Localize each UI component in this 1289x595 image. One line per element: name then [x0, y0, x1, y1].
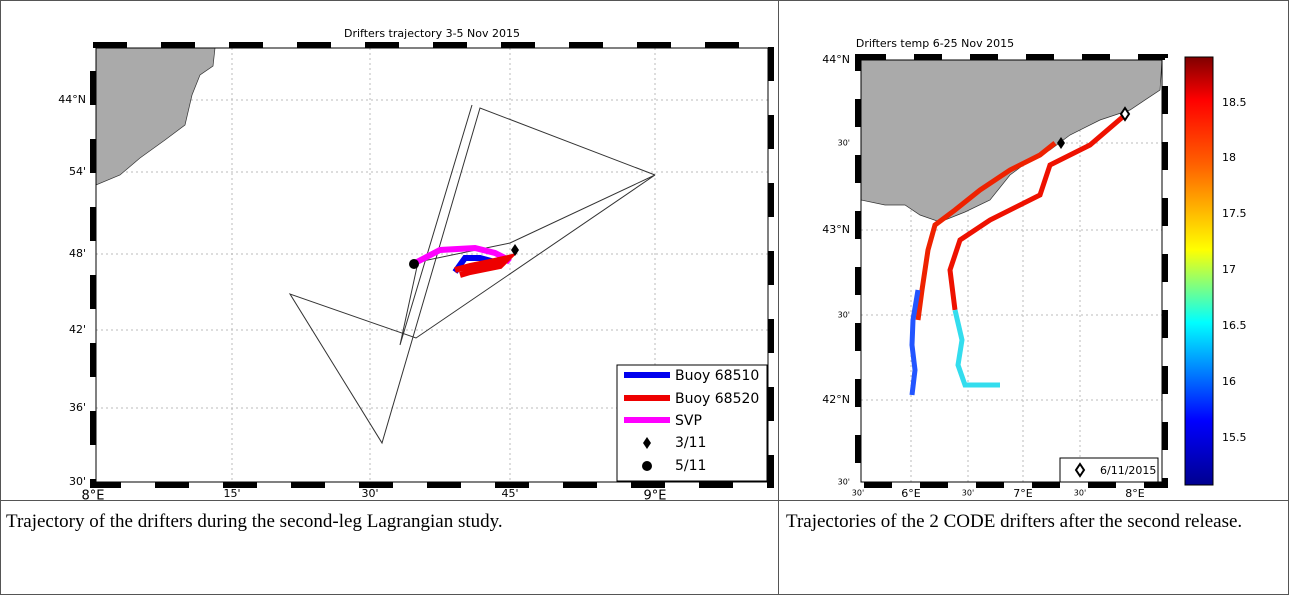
- y-label: 54': [69, 165, 86, 178]
- y-label: 43°N: [822, 223, 850, 236]
- figure-title: Drifters temp 6-25 Nov 2015: [856, 37, 1014, 50]
- x-label: 15': [223, 487, 240, 500]
- y-label: 42': [69, 323, 86, 336]
- legend: Buoy 68510 Buoy 68520 SVP 3/11 5/11: [616, 364, 768, 482]
- x-label: 7°E: [1013, 487, 1032, 500]
- end-marker: [409, 259, 419, 269]
- legend: 6/11/2015: [1059, 457, 1159, 483]
- legend-label: 5/11: [675, 458, 706, 474]
- figure-left: Drifters trajectory 3-5 Nov 2015 44°N 54…: [58, 27, 774, 504]
- x-label: 9°E: [644, 489, 667, 504]
- map-frame: [90, 42, 774, 488]
- legend-label: SVP: [675, 413, 702, 429]
- colorbar-tick: 15.5: [1222, 431, 1247, 444]
- figure-title: Drifters trajectory 3-5 Nov 2015: [344, 27, 520, 40]
- x-label: 30': [1074, 489, 1086, 498]
- figure-right: Drifters temp 6-25 Nov 2015 44°N 30' 43°…: [822, 37, 1246, 500]
- x-label: 45': [501, 487, 518, 500]
- drifter-track: [915, 141, 1057, 321]
- colorbar-tick: 17.5: [1222, 207, 1247, 220]
- x-label: 8°E: [82, 489, 105, 504]
- y-label: 48': [69, 247, 86, 260]
- drifter-track: [952, 309, 1000, 388]
- caption: Trajectory of the drifters during the se…: [6, 511, 503, 532]
- legend-label: 6/11/2015: [1100, 464, 1156, 477]
- colorbar-tick: 18: [1222, 151, 1236, 164]
- y-label: 30': [69, 475, 86, 488]
- land: [860, 59, 1163, 223]
- y-label: 42°N: [822, 393, 850, 406]
- x-label: 8°E: [1125, 487, 1144, 500]
- legend-label: Buoy 68510: [675, 368, 759, 384]
- colorbar-tick: 18.5: [1222, 96, 1247, 109]
- map-frame: [855, 54, 1168, 488]
- buoy-68520-track: [454, 252, 518, 278]
- land: [95, 47, 216, 186]
- y-label: 30': [838, 311, 850, 320]
- drifter-track: [909, 289, 921, 396]
- y-label: 30': [838, 139, 850, 148]
- y-label: 30': [838, 478, 850, 487]
- colorbar-tick: 17: [1222, 263, 1236, 276]
- ship-track: [288, 104, 656, 445]
- x-label: 30': [361, 487, 378, 500]
- legend-label: 3/11: [675, 435, 706, 451]
- caption: Trajectories of the 2 CODE drifters afte…: [786, 511, 1243, 532]
- x-label: 6°E: [901, 487, 920, 500]
- colorbar: [1184, 56, 1214, 486]
- x-label: 30': [962, 489, 974, 498]
- x-label: 30': [852, 489, 864, 498]
- y-label: 36': [69, 401, 86, 414]
- colorbar-tick: 16.5: [1222, 319, 1247, 332]
- colorbar-tick: 16: [1222, 375, 1236, 388]
- start-marker: [511, 244, 519, 256]
- legend-label: Buoy 68520: [675, 391, 759, 407]
- y-label: 44°N: [58, 93, 86, 106]
- drifter-track: [947, 113, 1127, 311]
- colorbar-ticks: 18.5 18 17.5 17 16.5 16 15.5: [1222, 96, 1247, 444]
- y-label: 44°N: [822, 53, 850, 66]
